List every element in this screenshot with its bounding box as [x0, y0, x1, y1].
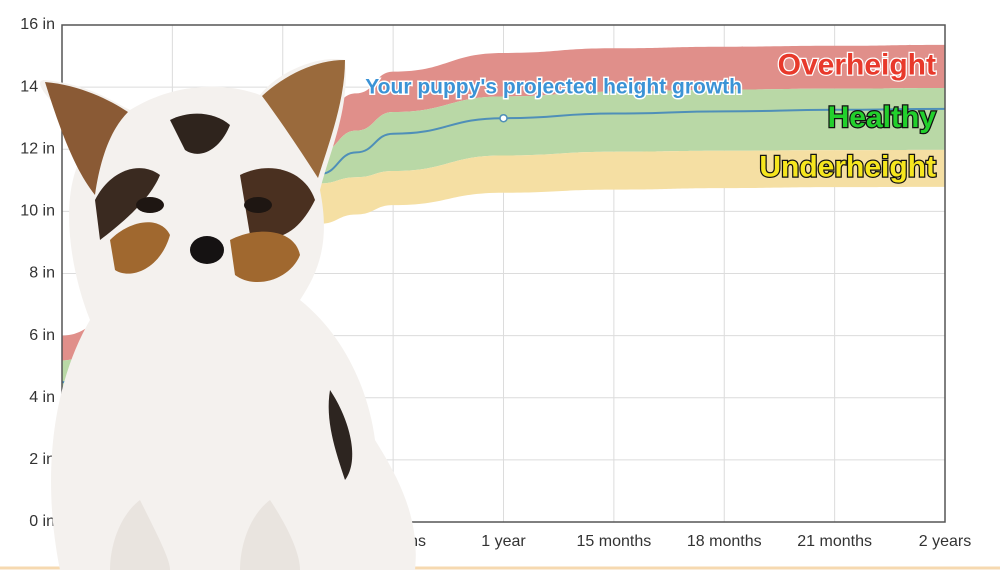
x-tick-label: 1 year — [481, 533, 526, 550]
y-tick-label: 12 in — [20, 140, 55, 157]
y-tick-label: 2 in — [29, 451, 55, 468]
labels: Overheight Healthy Underheight Your puppy's… — [364, 47, 938, 184]
y-tick-label: 16 in — [20, 16, 55, 33]
y-tick-label: 10 in — [20, 203, 55, 220]
y-tick-label: 6 in — [29, 327, 55, 344]
growth-point — [499, 113, 508, 123]
y-tick-label: 0 in — [29, 513, 55, 530]
plot-frame — [61, 24, 946, 523]
x-tick-label: 15 months — [577, 533, 652, 550]
series-label: Your puppy's projected height growth — [365, 76, 742, 99]
band-label: Overheight — [778, 48, 936, 81]
x-tick-label: 18 months — [687, 533, 762, 550]
puppy-photo — [40, 59, 416, 570]
band-label: Healthy — [828, 101, 937, 134]
y-tick-label: 4 in — [29, 389, 55, 406]
band-label: Underheight — [759, 150, 936, 183]
y-tick-label: 8 in — [29, 265, 55, 282]
x-tick-label: 21 months — [797, 533, 872, 550]
x-tick-label: 2 years — [919, 533, 971, 550]
band-area — [62, 149, 945, 414]
